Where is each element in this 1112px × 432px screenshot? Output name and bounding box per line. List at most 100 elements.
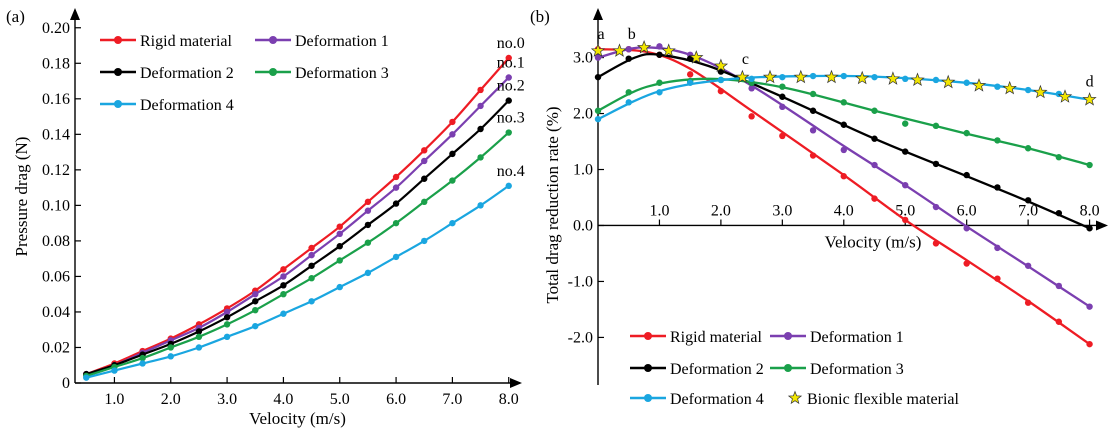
- star-marker-b: [793, 69, 808, 84]
- data-point-a: [336, 230, 343, 237]
- star-marker-b: [590, 43, 606, 57]
- star-marker-b: [1057, 89, 1073, 103]
- x-tick-label-b: 3.0: [772, 202, 792, 219]
- series-line-a: [85, 57, 510, 376]
- star-marker-b: [941, 74, 956, 89]
- data-point-a: [308, 275, 315, 282]
- data-point-a: [449, 118, 456, 126]
- panel-label-a: (a): [6, 7, 25, 26]
- x-tick-label-a: 5.0: [330, 391, 350, 408]
- x-tick-label-a: 2.0: [161, 391, 181, 408]
- series-line-a: [85, 76, 510, 376]
- y-tick-label-b: 1.0: [573, 162, 593, 179]
- data-point-a: [280, 282, 287, 289]
- data-point-b: [656, 89, 663, 96]
- series-line-a: [86, 184, 510, 379]
- star-marker-b: [824, 69, 839, 84]
- y-tick-label-a: 0.16: [42, 91, 70, 108]
- data-point-b: [1086, 303, 1093, 310]
- data-point-a: [336, 257, 343, 264]
- star-marker-b: [612, 43, 627, 57]
- data-point-a: [364, 221, 372, 229]
- x-axis-label-a: Velocity (m/s): [249, 409, 346, 428]
- legend-label-a: Deformation 3: [295, 65, 389, 82]
- star-marker-b: [1002, 80, 1017, 95]
- data-point-a: [505, 182, 512, 190]
- data-point-b: [1086, 161, 1093, 169]
- data-point-a: [477, 154, 484, 161]
- data-point-a: [280, 310, 287, 317]
- y-tick-label-a: 0.08: [42, 233, 70, 250]
- point-annotation-b: c: [742, 51, 749, 68]
- data-point-a: [308, 298, 315, 305]
- data-point-b: [625, 45, 632, 53]
- data-point-a: [477, 86, 484, 94]
- x-axis-label-b: Velocity (m/s): [825, 232, 922, 251]
- panel-a: 0 0.02 0.04 0.06 0.08 0.10 0.12 0.14 0.16 0.18 0.2…: [6, 7, 525, 428]
- data-point-b: [656, 43, 663, 50]
- point-annotation-b: a: [598, 26, 605, 43]
- legend-marker-b: [644, 332, 652, 340]
- data-point-a: [449, 150, 456, 158]
- series-annotation-a: no.3: [497, 110, 525, 127]
- data-point-a: [392, 253, 400, 261]
- data-point-b: [963, 225, 970, 232]
- data-point-b: [809, 127, 817, 134]
- data-point-b: [656, 51, 663, 58]
- y-tick-label-a: 0.04: [42, 304, 70, 321]
- x-tick-label-b: 2.0: [711, 202, 731, 219]
- data-point-b: [594, 73, 602, 81]
- legend-label-a: Rigid material: [140, 33, 233, 50]
- data-point-b: [748, 113, 755, 120]
- legend-marker-b: [784, 332, 792, 340]
- data-point-b: [1024, 262, 1032, 269]
- data-point-b: [809, 90, 817, 98]
- x-tick-label-a: 3.0: [217, 391, 237, 408]
- y-axis-label-b: Total drag reduction rate (%): [543, 106, 562, 303]
- data-point-a: [392, 173, 400, 181]
- x-axis-arrow-a: [510, 378, 522, 388]
- y-axis-arrow-a: [70, 8, 80, 20]
- data-point-b: [994, 184, 1001, 191]
- data-point-a: [477, 202, 484, 209]
- data-point-b: [1024, 86, 1032, 94]
- data-point-a: [167, 353, 174, 360]
- data-point-a: [139, 354, 146, 362]
- data-point-b: [656, 79, 663, 86]
- data-point-b: [871, 135, 878, 142]
- legend-marker-a: [114, 100, 122, 108]
- series-line-a: [85, 99, 510, 376]
- star-marker-b: [910, 72, 925, 87]
- star-marker-b: [762, 69, 778, 84]
- data-point-b: [748, 75, 755, 83]
- legend-label-a: Deformation 1: [295, 33, 389, 50]
- data-point-b: [625, 55, 632, 62]
- x-tick-label-a: 7.0: [442, 391, 462, 408]
- x-tick-label-b: 6.0: [957, 202, 977, 219]
- data-point-a: [392, 200, 400, 207]
- star-marker-b: [885, 71, 901, 85]
- data-point-b: [902, 216, 909, 224]
- data-point-a: [449, 177, 456, 184]
- legend-label-b: Deformation 4: [670, 391, 764, 408]
- data-point-a: [505, 97, 512, 104]
- star-marker-b: [735, 69, 750, 84]
- data-point-b: [932, 76, 940, 84]
- data-point-b: [902, 75, 909, 83]
- data-point-b: [1024, 299, 1032, 306]
- data-point-a: [111, 367, 118, 374]
- legend-marker-a: [114, 36, 122, 44]
- data-point-a: [364, 269, 372, 277]
- data-point-a: [477, 102, 484, 110]
- data-point-a: [195, 344, 203, 351]
- series-annotation-a: no.2: [497, 78, 525, 95]
- y-tick-label-b: 2.0: [573, 106, 593, 123]
- legend-marker-b: [644, 394, 652, 402]
- data-point-a: [223, 333, 231, 341]
- data-point-b: [963, 79, 970, 86]
- data-point-a: [252, 290, 259, 298]
- data-point-a: [195, 328, 203, 335]
- data-point-a: [252, 298, 259, 305]
- data-point-b: [994, 275, 1001, 282]
- data-point-a: [223, 308, 231, 316]
